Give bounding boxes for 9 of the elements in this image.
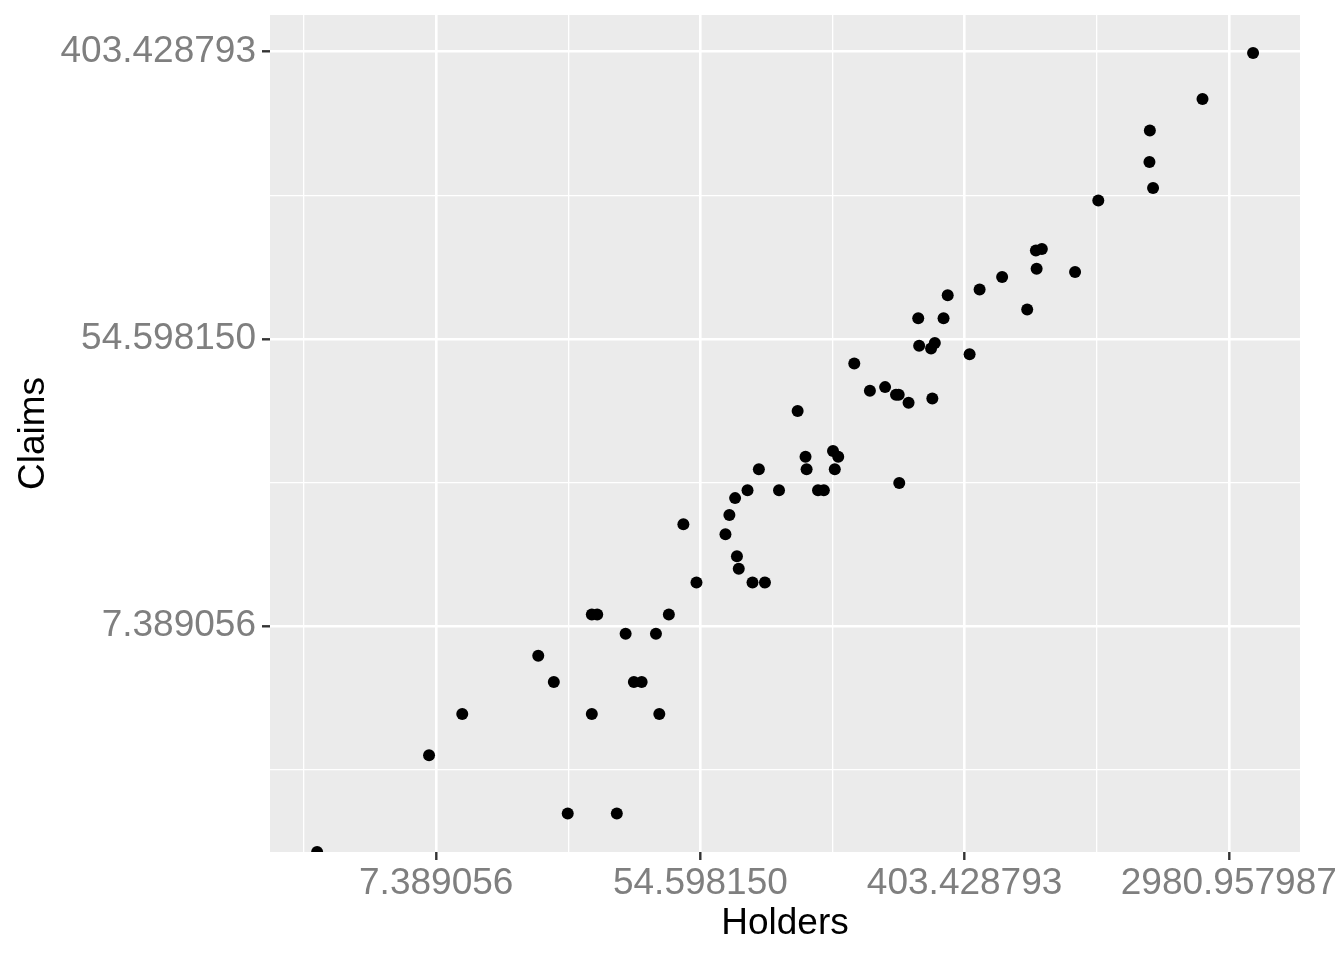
y-axis-title: Claims bbox=[11, 376, 53, 491]
y-tick-label: 403.428793 bbox=[60, 28, 256, 70]
x-tick-label: 2980.957987 bbox=[1120, 861, 1337, 903]
x-axis-title: Holders bbox=[721, 901, 849, 942]
x-tick-label: 403.428793 bbox=[866, 861, 1063, 903]
y-tick-label: 7.389056 bbox=[101, 603, 256, 645]
x-tick-label: 7.389056 bbox=[359, 861, 514, 903]
x-tick-label: 54.598150 bbox=[612, 861, 788, 903]
y-tick-label: 54.598150 bbox=[81, 316, 256, 358]
